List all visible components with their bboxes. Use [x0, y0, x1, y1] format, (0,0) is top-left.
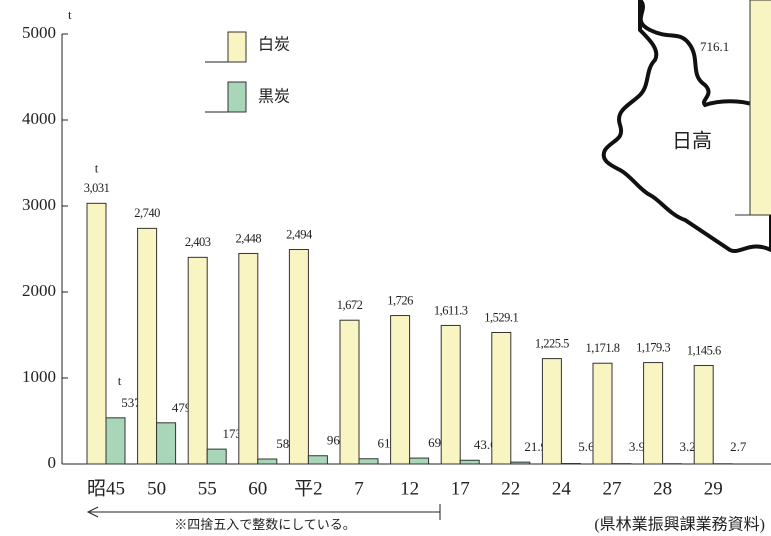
- map-bar: [749, 0, 771, 216]
- unit-label: t: [95, 160, 99, 175]
- value-label: 43.6: [474, 437, 497, 452]
- value-label: 21.9: [524, 439, 547, 454]
- legend-swatch: [227, 31, 247, 63]
- bar: [105, 417, 126, 465]
- note-arrowhead: [86, 506, 99, 518]
- legend-swatch: [227, 81, 247, 113]
- map-inset: 716.1 日高: [601, 0, 771, 254]
- bar: [510, 461, 531, 465]
- bar: [238, 252, 259, 465]
- x-tick-label: 50: [147, 478, 166, 499]
- bar: [288, 249, 309, 465]
- legend-label: 白炭: [258, 36, 290, 54]
- value-label: 1,529.1: [484, 310, 518, 324]
- value-label: 2,403: [185, 235, 211, 249]
- y-tick-label: 0: [48, 453, 57, 472]
- value-label: 2.7: [730, 439, 747, 454]
- bar: [339, 319, 360, 465]
- x-tick-label: 27: [603, 478, 622, 499]
- bar: [390, 315, 411, 465]
- x-tick-label: 12: [400, 478, 419, 499]
- bar: [541, 358, 562, 465]
- value-label: 173: [222, 426, 242, 441]
- value-label: 2,494: [286, 227, 313, 241]
- map-value: 716.1: [700, 39, 729, 54]
- x-tick-label: 17: [451, 478, 470, 499]
- x-tick-label: 60: [248, 478, 267, 499]
- value-label: 1,145.6: [687, 343, 721, 357]
- unit-label: t: [118, 373, 122, 388]
- y-unit: t: [68, 7, 72, 22]
- value-label: 58: [276, 436, 289, 451]
- value-label: 1,171.8: [586, 341, 620, 355]
- value-label: 1,179.3: [636, 340, 670, 354]
- value-label: 61: [378, 436, 391, 451]
- x-tick-label: 22: [501, 478, 520, 499]
- value-label: 2,740: [134, 206, 160, 220]
- value-label: 5.6: [578, 439, 595, 454]
- x-tick-label: 昭45: [87, 478, 125, 499]
- value-label: 3.2: [679, 439, 695, 454]
- value-label: 3,031: [84, 181, 110, 195]
- bar: [257, 458, 278, 465]
- y-tick-label: 4000: [22, 109, 56, 128]
- bar: [643, 362, 664, 465]
- bar: [86, 202, 107, 465]
- value-label: 479: [172, 400, 192, 415]
- legend-label: 黒炭: [258, 88, 290, 106]
- bar: [459, 459, 480, 465]
- value-label: 537: [121, 395, 141, 410]
- x-tick-label: 平2: [294, 478, 323, 499]
- value-label: 1,672: [337, 298, 363, 312]
- x-tick-label: 29: [704, 478, 723, 499]
- x-tick-label: 24: [552, 478, 572, 499]
- value-label: 3.9: [629, 439, 645, 454]
- bar: [592, 362, 613, 465]
- note: ※四捨五入で整数にしている。: [174, 517, 356, 532]
- bar: [358, 458, 379, 465]
- value-label: 1,611.3: [434, 303, 468, 317]
- y-tick-label: 1000: [22, 367, 56, 386]
- bar: [137, 227, 158, 465]
- value-label: 96: [327, 433, 341, 448]
- y-tick-label: 2000: [22, 281, 56, 300]
- x-tick-label: 28: [653, 478, 672, 499]
- legend: 白炭 黒炭: [205, 31, 290, 113]
- map-region: 日高: [672, 129, 712, 152]
- x-tick-label: 7: [354, 478, 364, 499]
- value-label: 1,726: [387, 293, 413, 307]
- value-label: 69: [428, 435, 441, 450]
- bar: [187, 256, 208, 465]
- y-tick-label: 5000: [22, 23, 56, 42]
- source: (県林業振興課業務資料): [594, 516, 765, 534]
- x-tick-label: 55: [198, 478, 217, 499]
- value-label: 1,225.5: [535, 336, 569, 350]
- value-label: 2,448: [235, 231, 261, 245]
- bar: [307, 455, 328, 465]
- bar: [491, 331, 512, 465]
- bar: [440, 324, 461, 465]
- bar: [409, 457, 430, 465]
- bar: [206, 448, 227, 465]
- bar: [693, 364, 714, 465]
- bar: [156, 422, 177, 465]
- y-tick-label: 3000: [22, 195, 56, 214]
- map-outline: [601, 0, 771, 254]
